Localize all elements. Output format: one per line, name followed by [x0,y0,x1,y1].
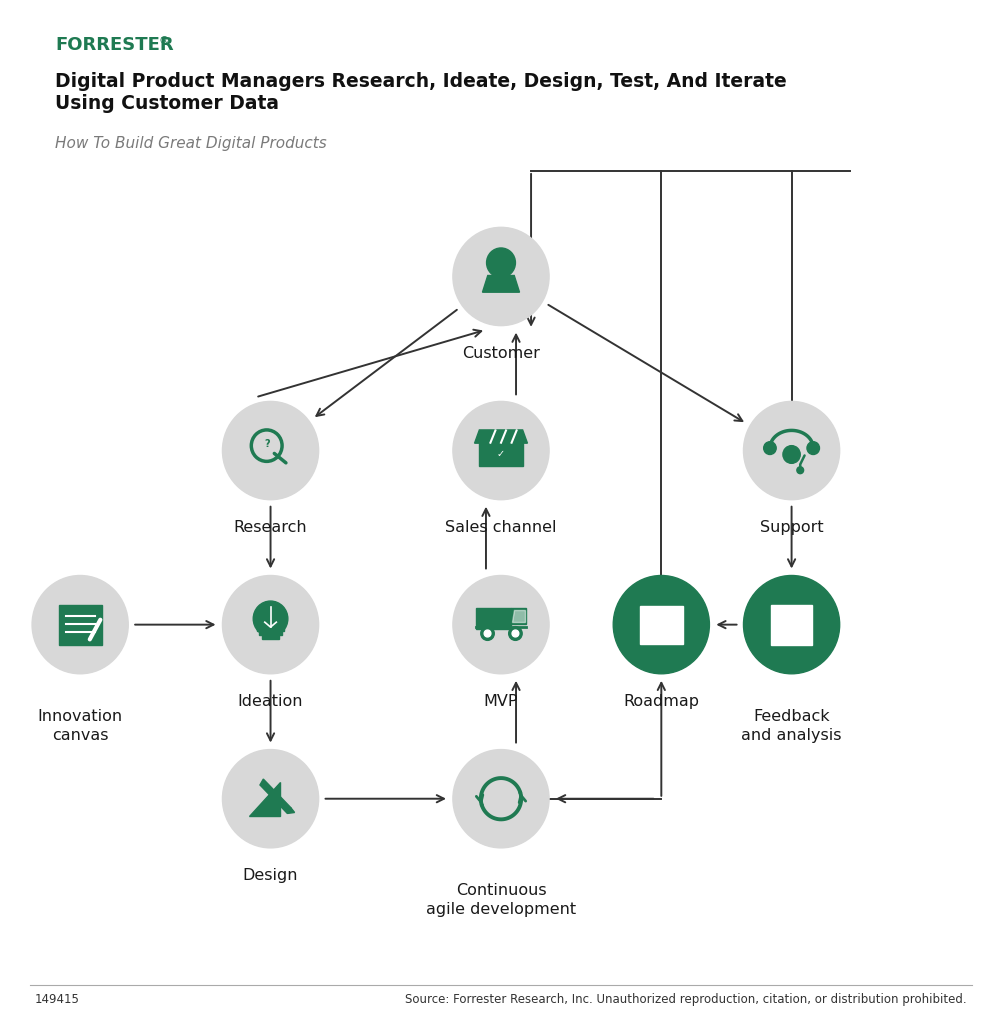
Text: Ideation: Ideation [237,694,304,710]
Text: Support: Support [760,520,824,536]
Circle shape [484,630,491,637]
Text: ✓: ✓ [497,449,505,459]
FancyBboxPatch shape [479,442,523,466]
Text: ?: ? [264,439,270,450]
Circle shape [222,575,319,674]
Text: Research: Research [233,520,308,536]
Circle shape [481,627,494,640]
FancyBboxPatch shape [58,605,102,645]
Circle shape [783,445,801,463]
FancyBboxPatch shape [258,626,284,631]
FancyBboxPatch shape [641,607,681,643]
Polygon shape [248,781,281,816]
Text: MVP: MVP [484,694,518,710]
Text: Design: Design [242,868,299,884]
FancyBboxPatch shape [262,635,280,639]
FancyBboxPatch shape [259,631,283,636]
Circle shape [32,575,128,674]
Circle shape [807,441,820,455]
Text: Feedback
and analysis: Feedback and analysis [741,709,842,742]
Polygon shape [288,808,295,813]
Circle shape [797,467,804,474]
Text: ®: ® [158,36,169,46]
Circle shape [222,401,319,500]
Circle shape [222,750,319,848]
Text: Continuous
agile development: Continuous agile development [426,883,576,916]
Circle shape [453,227,549,326]
Text: Customer: Customer [462,346,540,361]
Circle shape [764,441,777,455]
Text: FORRESTER: FORRESTER [55,36,173,54]
Circle shape [487,248,515,278]
Polygon shape [475,430,527,443]
Text: How To Build Great Digital Products: How To Build Great Digital Products [55,136,327,152]
Circle shape [613,575,709,674]
Polygon shape [512,610,525,623]
Text: Source: Forrester Research, Inc. Unauthorized reproduction, citation, or distrib: Source: Forrester Research, Inc. Unautho… [405,993,967,1007]
FancyBboxPatch shape [639,606,683,644]
Text: 149415: 149415 [35,993,80,1007]
FancyBboxPatch shape [511,608,526,624]
Circle shape [509,627,522,640]
Text: ✕: ✕ [665,610,672,620]
Circle shape [453,401,549,500]
Text: Sales channel: Sales channel [445,520,557,536]
Polygon shape [483,275,519,292]
FancyBboxPatch shape [476,608,511,629]
Circle shape [512,630,519,637]
Text: Roadmap: Roadmap [623,694,699,710]
Text: Digital Product Managers Research, Ideate, Design, Test, And Iterate
Using Custo: Digital Product Managers Research, Ideat… [55,72,787,114]
Circle shape [453,575,549,674]
Polygon shape [260,779,291,813]
Circle shape [254,601,288,637]
Circle shape [743,575,840,674]
FancyBboxPatch shape [772,605,812,645]
Circle shape [453,750,549,848]
Text: Innovation
canvas: Innovation canvas [38,709,122,742]
Circle shape [743,401,840,500]
